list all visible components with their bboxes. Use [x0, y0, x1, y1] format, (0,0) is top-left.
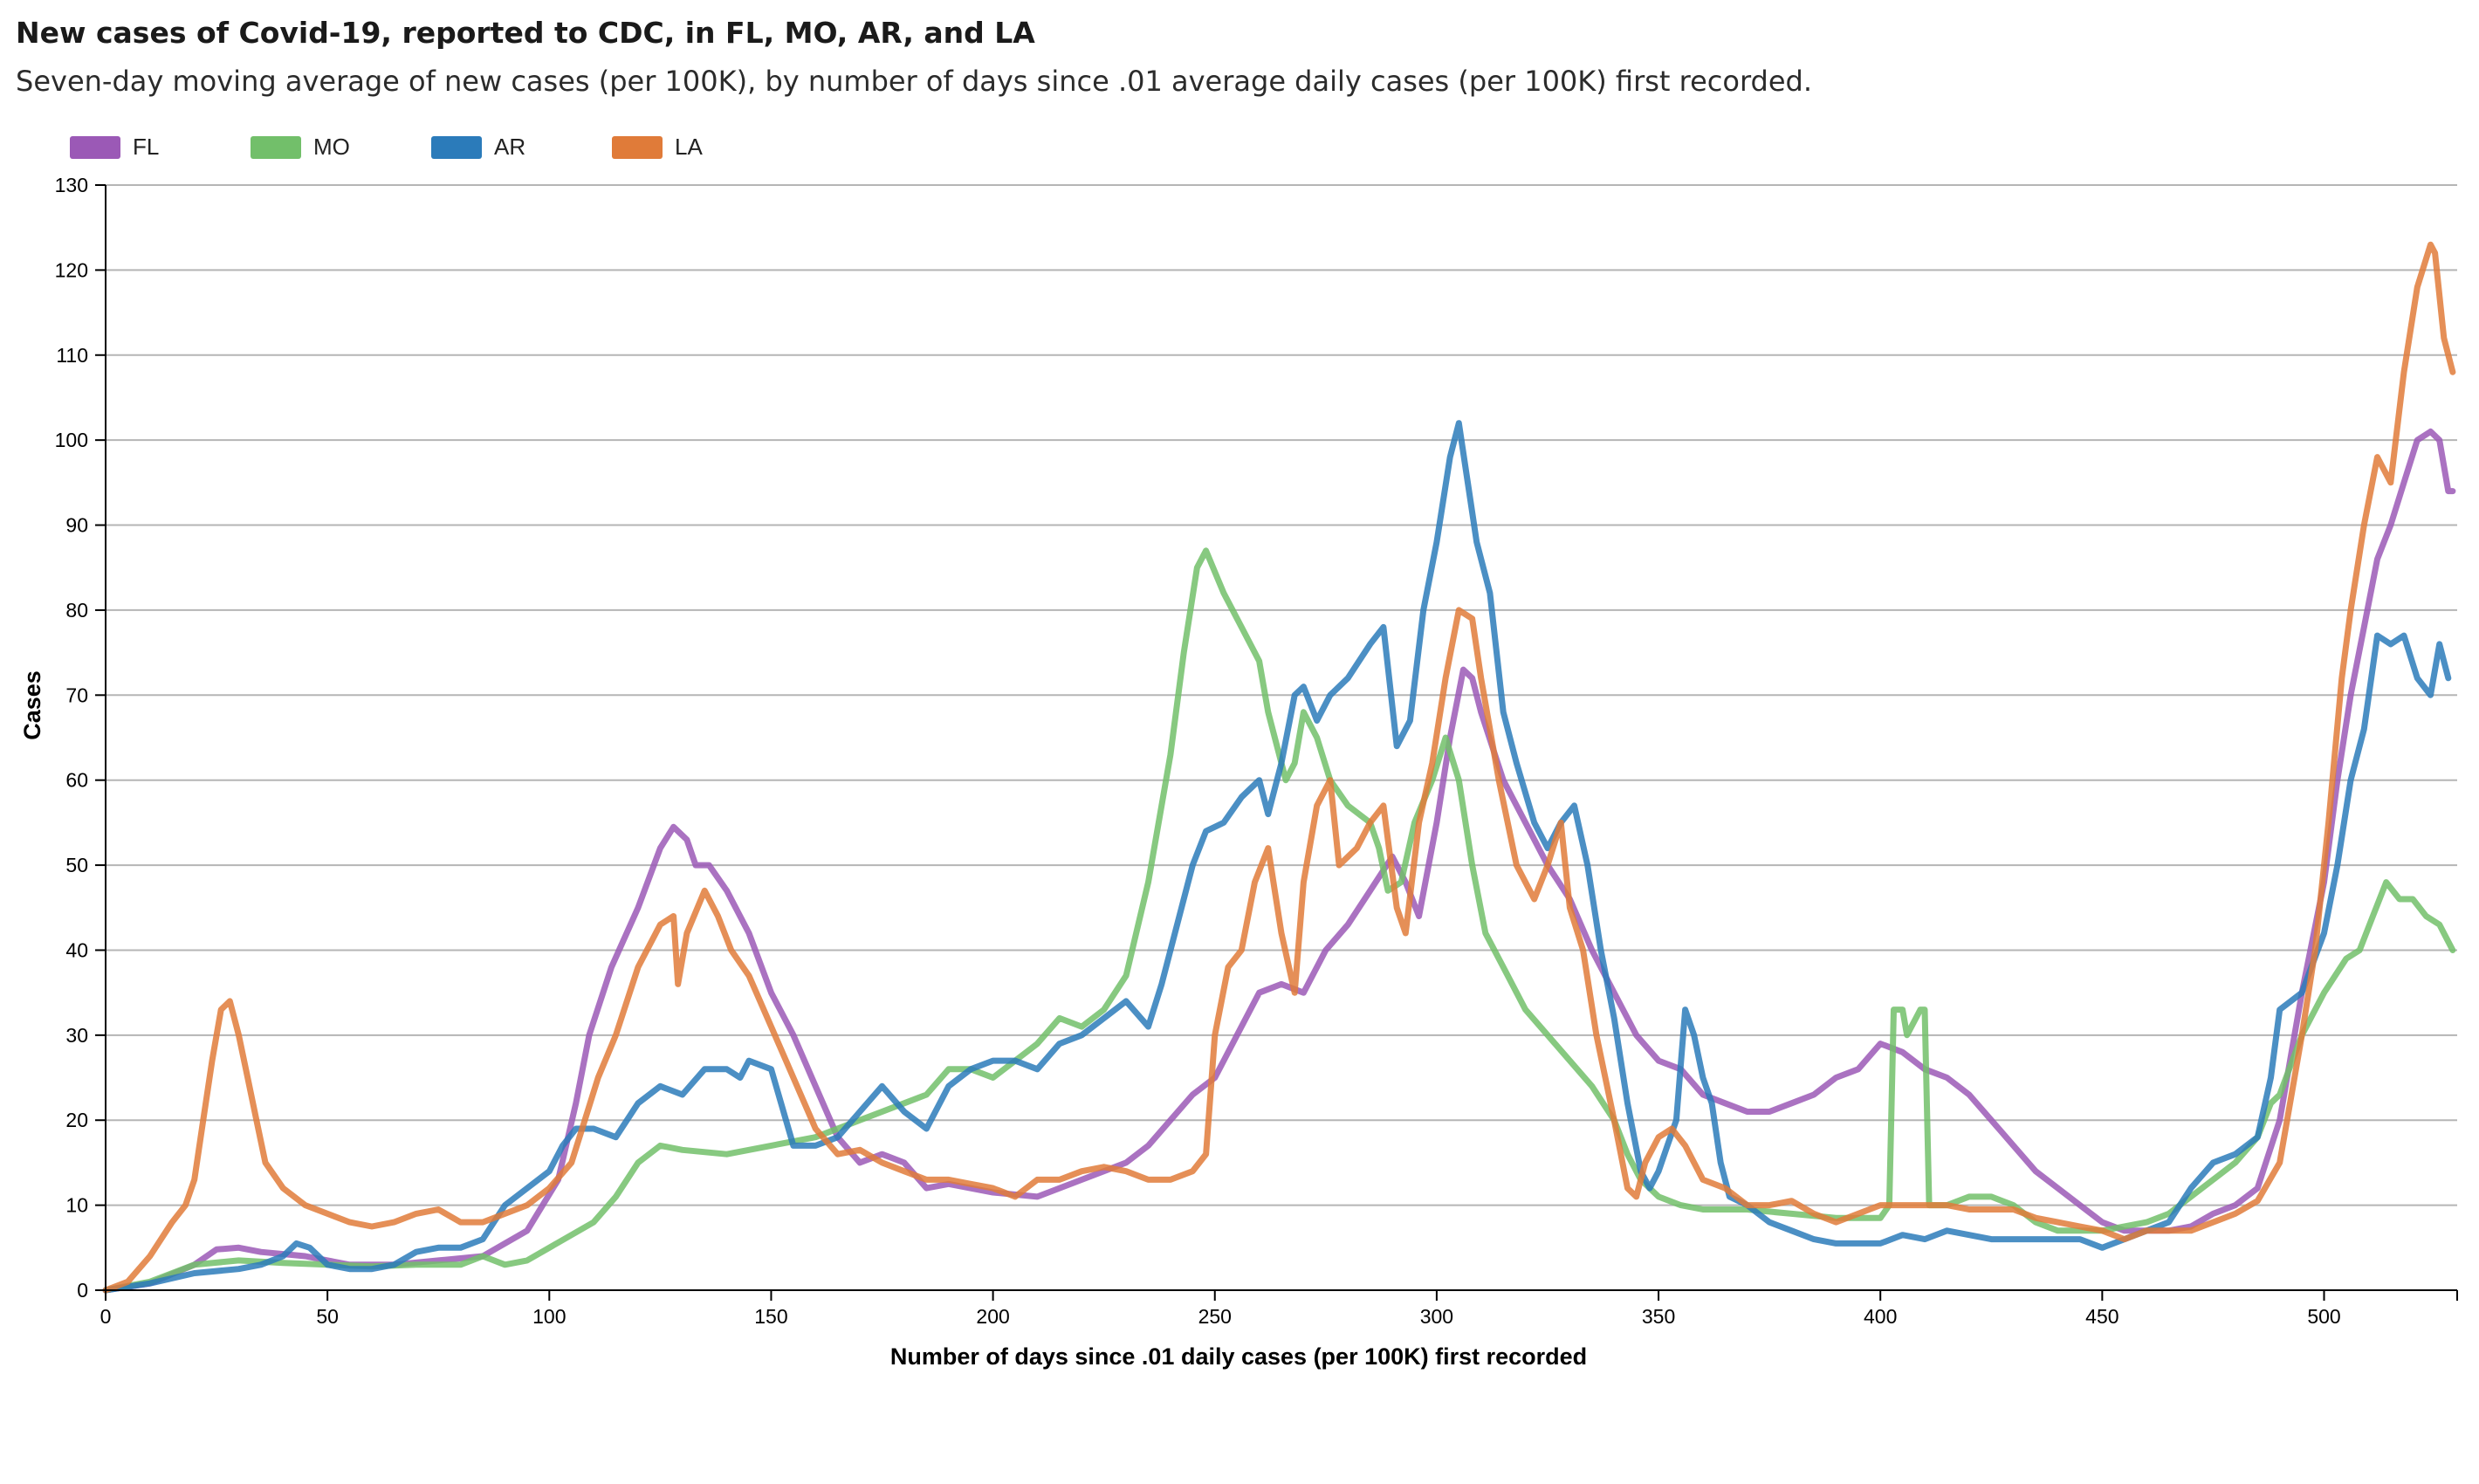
legend-label: FL — [133, 134, 159, 160]
series-line-ar — [102, 420, 2452, 1294]
y-tick-label: 130 — [55, 174, 88, 196]
y-tick-label: 50 — [65, 854, 88, 876]
y-tick: 40 — [65, 938, 106, 961]
chart-legend: FL MO AR LA — [70, 134, 703, 160]
chart-title: New cases of Covid-19, reported to CDC, … — [16, 16, 1035, 50]
x-tick-label: 0 — [100, 1305, 112, 1328]
y-tick-label: 90 — [65, 514, 88, 537]
chart-lines — [102, 241, 2456, 1294]
y-tick-label: 20 — [65, 1109, 88, 1131]
x-tick-label: 50 — [316, 1305, 339, 1328]
y-tick: 110 — [56, 344, 106, 367]
x-tick-label: 200 — [976, 1305, 1009, 1328]
x-tick-label: 250 — [1198, 1305, 1232, 1328]
y-tick: 10 — [65, 1194, 106, 1217]
legend-item-fl: FL — [70, 134, 159, 160]
y-tick: 60 — [65, 769, 106, 792]
y-tick: 30 — [65, 1024, 106, 1047]
x-tick: 300 — [1420, 1290, 1453, 1328]
x-tick: 100 — [532, 1290, 566, 1328]
legend-swatch — [70, 136, 120, 159]
y-tick-label: 10 — [65, 1194, 88, 1217]
chart-grid — [106, 184, 2457, 1291]
x-tick: 200 — [976, 1290, 1010, 1328]
y-tick-label: 110 — [56, 344, 88, 367]
y-tick: 20 — [65, 1109, 106, 1131]
legend-swatch — [251, 136, 301, 159]
x-tick-label: 150 — [754, 1305, 787, 1328]
y-tick: 0 — [77, 1279, 106, 1302]
legend-item-ar: AR — [431, 134, 525, 160]
x-tick-label: 100 — [532, 1305, 566, 1328]
x-tick-label: 500 — [2307, 1305, 2340, 1328]
y-tick: 70 — [65, 684, 106, 706]
x-tick: 450 — [2085, 1290, 2119, 1328]
legend-swatch — [612, 136, 663, 159]
x-tick: 250 — [1198, 1290, 1232, 1328]
x-tick: 400 — [1864, 1290, 1897, 1328]
x-tick: 350 — [1642, 1290, 1675, 1328]
legend-label: LA — [675, 134, 703, 160]
legend-label: MO — [313, 134, 350, 160]
y-tick: 100 — [55, 429, 106, 451]
y-tick: 130 — [55, 174, 106, 196]
y-tick-label: 40 — [65, 938, 88, 961]
y-tick: 80 — [65, 599, 106, 622]
y-tick-label: 100 — [55, 429, 88, 451]
legend-swatch — [431, 136, 482, 159]
y-tick-label: 80 — [65, 599, 88, 622]
y-tick-label: 0 — [77, 1279, 88, 1302]
chart-axes: 0 10 20 30 40 50 60 70 80 90 100 110 120 130 0 50 100 150… — [55, 174, 2458, 1328]
x-tick-label: 400 — [1864, 1305, 1897, 1328]
x-axis-label: Number of days since .01 daily cases (pe… — [890, 1343, 1587, 1370]
chart-subtitle: Seven-day moving average of new cases (p… — [16, 65, 1813, 98]
legend-label: AR — [494, 134, 525, 160]
x-tick: 150 — [754, 1290, 788, 1328]
y-tick-label: 30 — [65, 1024, 88, 1047]
series-line-la — [102, 241, 2456, 1294]
series-line-fl — [102, 428, 2456, 1294]
y-tick: 50 — [65, 854, 106, 876]
legend-item-la: LA — [612, 134, 703, 160]
y-tick-label: 70 — [65, 684, 88, 706]
x-tick-label: 450 — [2085, 1305, 2118, 1328]
x-tick-label: 350 — [1642, 1305, 1675, 1328]
y-tick-label: 60 — [65, 769, 88, 792]
x-tick: 50 — [316, 1290, 339, 1328]
x-tick: 0 — [100, 1290, 112, 1328]
y-tick: 90 — [65, 514, 106, 537]
series-line-mo — [102, 547, 2456, 1294]
y-axis-label: Cases — [19, 670, 45, 740]
y-tick-label: 120 — [55, 258, 88, 281]
x-tick-label: 300 — [1420, 1305, 1453, 1328]
y-tick: 120 — [55, 258, 106, 281]
x-tick: 500 — [2307, 1290, 2341, 1328]
legend-item-mo: MO — [251, 134, 350, 160]
